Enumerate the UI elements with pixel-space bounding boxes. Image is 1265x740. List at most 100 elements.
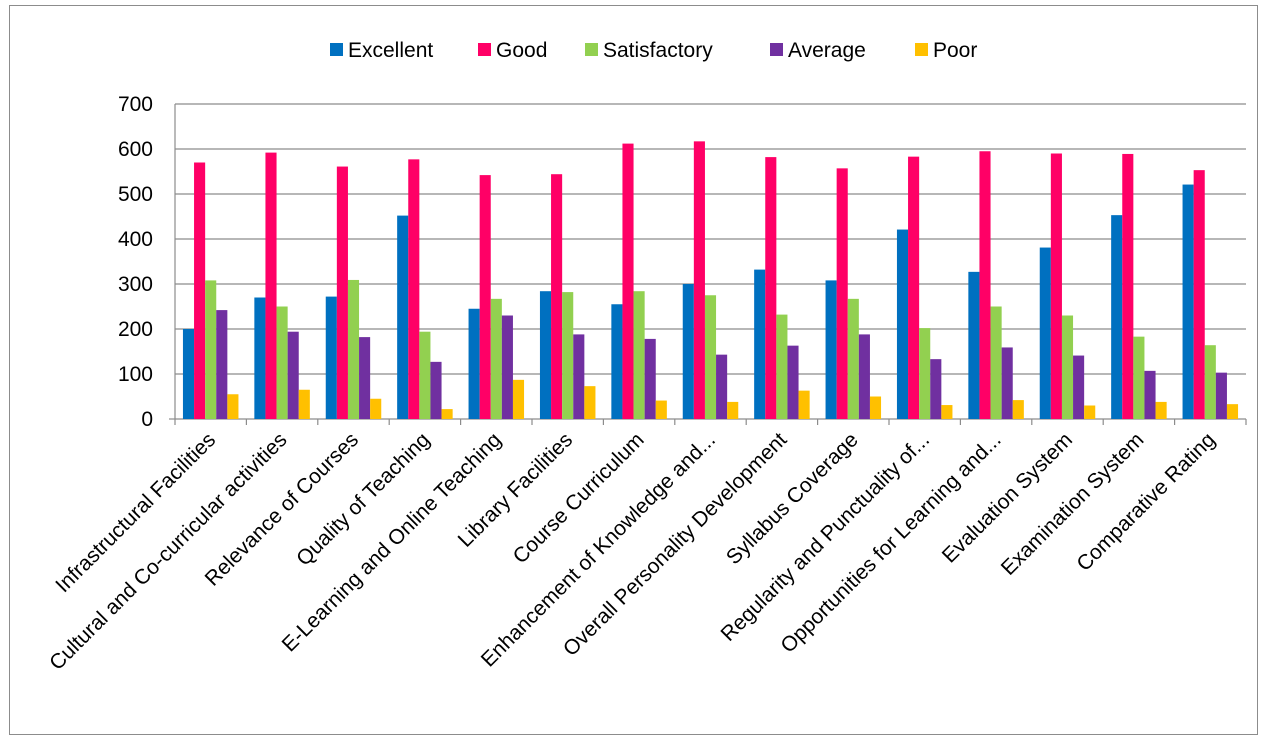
legend-label-poor: Poor: [933, 39, 977, 62]
bar-poor: [1155, 401, 1167, 419]
bar-satisfactory: [490, 298, 502, 419]
y-tick-label: 100: [118, 363, 153, 386]
bar-excellent: [1182, 184, 1194, 419]
bar-satisfactory: [1061, 315, 1074, 419]
bar-satisfactory: [633, 291, 645, 419]
bar-excellent: [182, 329, 195, 419]
x-tick-label: Syllabus Coverage: [722, 428, 863, 569]
bar-average: [287, 331, 299, 419]
bar-excellent: [1039, 247, 1051, 419]
legend-swatch-good: [478, 43, 491, 56]
bar-satisfactory: [704, 295, 717, 419]
bar-good: [551, 174, 563, 419]
x-tick-label: Evaluation System: [938, 428, 1077, 567]
y-tick-label: 0: [141, 408, 153, 431]
y-tick-label: 500: [118, 183, 153, 206]
bar-excellent: [254, 297, 266, 419]
y-tick-label: 400: [118, 228, 153, 251]
bar-satisfactory: [205, 280, 217, 419]
bar-good: [622, 143, 634, 419]
legend-swatch-excellent: [330, 43, 343, 56]
bar-excellent: [682, 284, 694, 419]
bar-excellent: [397, 215, 409, 419]
bars: [182, 141, 1239, 419]
bar-good: [479, 175, 491, 419]
bar-satisfactory: [562, 292, 574, 419]
bar-good: [408, 159, 420, 419]
bar-satisfactory: [1204, 345, 1216, 419]
bar-excellent: [825, 280, 837, 419]
bar-average: [787, 345, 799, 419]
bar-excellent: [968, 271, 980, 419]
bar-good: [693, 141, 705, 419]
bar-average: [501, 315, 513, 419]
legend-label-good: Good: [496, 39, 547, 62]
x-tick-label: Examination System: [997, 428, 1149, 580]
bar-satisfactory: [347, 279, 360, 419]
bar-satisfactory: [1133, 336, 1145, 419]
bar-poor: [1084, 405, 1096, 419]
bar-good: [836, 168, 848, 419]
bar-poor: [869, 396, 882, 419]
legend-label-excellent: Excellent: [348, 39, 433, 62]
x-tick-label: Quality of Teaching: [292, 428, 434, 570]
bar-poor: [798, 390, 810, 419]
bar-poor: [227, 394, 239, 419]
legend-swatch-satisfactory: [585, 43, 598, 56]
bar-good: [265, 152, 277, 419]
bar-good: [336, 166, 348, 419]
bar-poor: [370, 398, 382, 419]
bar-satisfactory: [276, 306, 288, 419]
bar-excellent: [611, 304, 623, 419]
bar-poor: [941, 405, 953, 419]
bar-poor: [655, 400, 667, 419]
legend-label-average: Average: [788, 39, 866, 62]
bar-average: [1144, 370, 1156, 419]
x-tick-label: Course Curriculum: [509, 428, 649, 568]
bar-average: [216, 310, 228, 419]
bar-average: [858, 334, 870, 419]
y-tick-label: 600: [118, 138, 153, 161]
bar-poor: [1012, 400, 1024, 419]
bar-satisfactory: [776, 314, 788, 419]
bar-average: [644, 338, 656, 419]
bar-satisfactory: [419, 331, 431, 419]
bar-average: [573, 334, 585, 419]
y-tick-label: 700: [118, 93, 153, 116]
bar-poor: [512, 379, 525, 419]
bar-good: [908, 156, 920, 419]
bar-excellent: [896, 229, 909, 419]
bar-excellent: [754, 269, 766, 419]
bar-good: [765, 157, 777, 419]
x-tick-label: Comparative Rating: [1072, 428, 1219, 575]
legend: Excellent Good Satisfactory Average Poor: [330, 39, 977, 62]
bar-excellent: [468, 308, 480, 419]
bar-average: [716, 354, 728, 419]
bar-average: [930, 359, 942, 419]
legend-swatch-average: [770, 43, 783, 56]
legend-label-satisfactory: Satisfactory: [603, 39, 713, 62]
bar-poor: [441, 409, 453, 419]
bar-average: [359, 337, 371, 419]
bar-average: [430, 361, 442, 419]
legend-swatch-poor: [915, 43, 928, 56]
bar-good: [979, 151, 991, 419]
bar-excellent: [1111, 215, 1123, 419]
bar-poor: [1226, 404, 1239, 419]
bar-average: [1001, 347, 1013, 419]
bar-excellent: [539, 291, 552, 419]
bar-excellent: [325, 296, 337, 419]
bar-average: [1073, 355, 1085, 419]
bar-poor: [298, 389, 310, 419]
bar-good: [1193, 170, 1205, 419]
bar-good: [194, 162, 206, 419]
bar-satisfactory: [919, 328, 931, 419]
bar-satisfactory: [990, 306, 1002, 419]
bar-good: [1050, 153, 1062, 419]
bar-good: [1122, 153, 1134, 419]
bar-satisfactory: [847, 298, 859, 419]
bar-poor: [727, 401, 739, 419]
bar-average: [1215, 372, 1227, 419]
bar-poor: [584, 386, 596, 419]
